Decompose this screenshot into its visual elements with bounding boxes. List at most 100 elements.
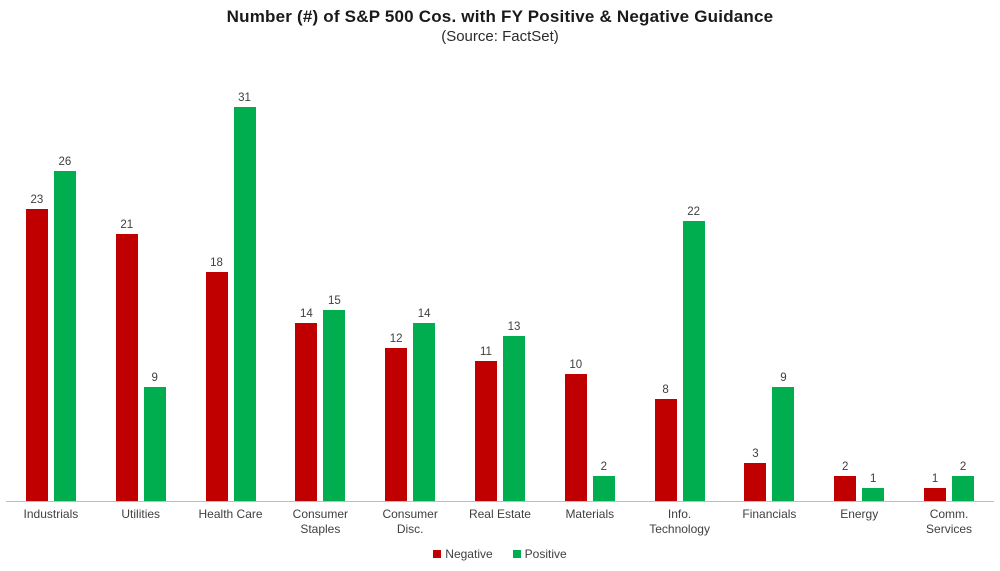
- bar-wrap-positive: 22: [682, 206, 705, 501]
- bar-negative: [924, 488, 947, 501]
- bar-negative: [385, 348, 408, 501]
- bar-value-label: 9: [780, 372, 787, 384]
- bar-wrap-positive: 9: [143, 372, 166, 501]
- positive-series-swatch-icon: [512, 550, 521, 558]
- bar-wrap-positive: 13: [502, 321, 525, 501]
- bar-value-label: 2: [959, 461, 967, 473]
- bar-value-label: 9: [151, 372, 158, 384]
- bar-wrap-negative: 21: [115, 219, 138, 501]
- bar-value-label: 2: [600, 461, 607, 473]
- bar-value-label: 15: [327, 295, 341, 307]
- bar-wrap-negative: 14: [295, 308, 318, 501]
- negative-series-swatch-icon: [433, 550, 442, 558]
- bar-value-label: 14: [417, 308, 431, 320]
- bar-wrap-negative: 8: [654, 384, 677, 501]
- x-axis-label: Consumer Staples: [292, 507, 349, 536]
- bar-value-label: 14: [299, 308, 313, 320]
- bar-value-label: 8: [662, 384, 669, 396]
- bar-value-label: 31: [238, 92, 251, 104]
- bar-wrap-positive: 14: [413, 308, 436, 501]
- bar-value-label: 1: [931, 473, 939, 485]
- bar-value-label: 23: [30, 194, 44, 206]
- bar-group: 23 26: [6, 156, 96, 501]
- bar-negative: [295, 323, 318, 501]
- chart-title: Number (#) of S&P 500 Cos. with FY Posit…: [226, 7, 774, 26]
- bar-positive: [592, 476, 615, 501]
- bar-value-label: 26: [58, 156, 72, 168]
- bar-value-label: 21: [120, 219, 134, 231]
- bar-value-label: 18: [210, 257, 223, 269]
- bar-negative: [115, 234, 138, 501]
- x-axis-label: Info. Technology: [649, 507, 710, 536]
- bar-wrap-negative: 23: [25, 194, 48, 501]
- bar-group: 12 14: [365, 308, 455, 501]
- bar-positive: [862, 488, 885, 501]
- bar-negative: [564, 374, 587, 501]
- bar-wrap-positive: 1: [862, 473, 885, 501]
- bar-wrap-negative: 2: [834, 461, 857, 501]
- x-axis-labels: Industrials Utilities Health Care Consumer …: [6, 507, 994, 537]
- bar-negative: [654, 399, 677, 501]
- bar-wrap-positive: 9: [772, 372, 795, 501]
- bar-positive: [323, 310, 346, 501]
- bar-wrap-negative: 12: [385, 333, 408, 501]
- x-axis-label: Industrials: [23, 507, 79, 521]
- legend-label-positive: Positive: [524, 547, 567, 561]
- x-axis-label: Real Estate: [468, 507, 531, 521]
- bar-wrap-positive: 2: [952, 461, 975, 501]
- bar-value-label: 10: [569, 359, 583, 371]
- legend-label-negative: Negative: [445, 547, 493, 561]
- bar-positive: [682, 221, 705, 501]
- x-axis-label: Energy: [840, 507, 879, 521]
- bar-value-label: 11: [479, 346, 492, 358]
- plot-area: 23 26 21 9 18 31 14 15 12 14 11 13 10 2 8 22 3 9 2 1 1 2: [6, 81, 994, 502]
- bar-wrap-positive: 31: [233, 92, 256, 501]
- bar-positive: [233, 107, 256, 501]
- chart-subtitle: (Source: FactSet): [441, 28, 559, 45]
- bar-group: 10 2: [545, 359, 635, 501]
- bar-wrap-positive: 26: [53, 156, 76, 501]
- bar-positive: [413, 323, 436, 501]
- bar-wrap-negative: 10: [564, 359, 587, 501]
- bar-group: 8 22: [635, 206, 725, 501]
- bar-value-label: 22: [687, 206, 700, 218]
- bar-group: 21 9: [96, 219, 186, 501]
- x-axis-label: Consumer Disc.: [382, 507, 438, 536]
- bar-value-label: 1: [870, 473, 877, 485]
- bar-wrap-negative: 11: [474, 346, 497, 501]
- bar-group: 11 13: [455, 321, 545, 501]
- bar-negative: [205, 272, 228, 501]
- bar-value-label: 12: [389, 333, 403, 345]
- bar-value-label: 2: [842, 461, 849, 473]
- bar-wrap-negative: 3: [744, 448, 767, 501]
- bar-value-label: 13: [507, 321, 521, 333]
- bar-positive: [502, 336, 525, 501]
- bar-negative: [474, 361, 497, 501]
- bar-group: 14 15: [275, 295, 365, 501]
- bar-value-label: 3: [752, 448, 759, 460]
- bar-positive: [53, 171, 76, 501]
- x-axis-label: Health Care: [198, 507, 263, 521]
- legend-item-negative: Negative: [433, 547, 493, 561]
- bar-positive: [772, 387, 795, 501]
- bar-wrap-negative: 18: [205, 257, 228, 501]
- bar-negative: [744, 463, 767, 501]
- x-axis-label: Comm. Services: [926, 507, 973, 536]
- bar-wrap-positive: 2: [592, 461, 615, 501]
- bar-positive: [952, 476, 975, 501]
- bar-wrap-negative: 1: [924, 473, 947, 501]
- bar-negative: [25, 209, 48, 501]
- bar-group: 18 31: [186, 92, 276, 501]
- x-axis-label: Utilities: [121, 507, 161, 521]
- bar-positive: [143, 387, 166, 501]
- legend: Negative Positive: [0, 547, 1000, 561]
- bar-wrap-positive: 15: [323, 295, 346, 501]
- x-axis-label: Materials: [565, 507, 615, 521]
- x-axis-label: Financials: [742, 507, 797, 521]
- bar-negative: [834, 476, 857, 501]
- legend-item-positive: Positive: [512, 547, 567, 561]
